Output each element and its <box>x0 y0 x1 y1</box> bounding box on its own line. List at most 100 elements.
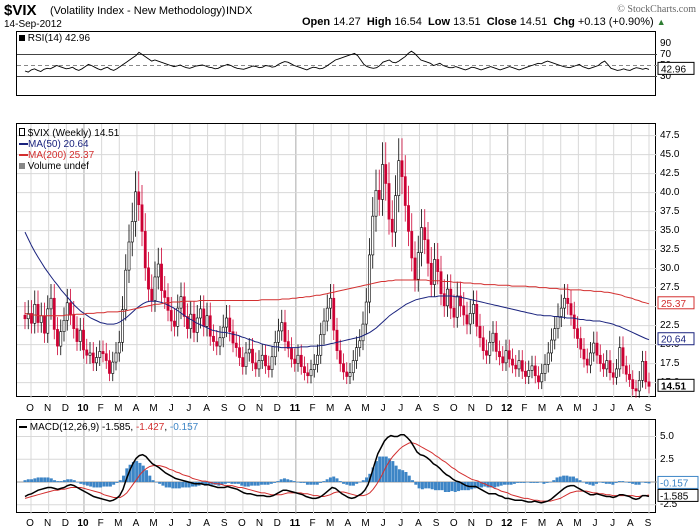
y-tick-label: 90 <box>660 38 672 49</box>
x-tick-label: N <box>256 403 263 414</box>
x-tick-label: 11 <box>290 403 301 414</box>
candle-body <box>98 351 102 358</box>
macd-histogram-bar <box>594 482 598 484</box>
macd-histogram-bar <box>105 482 109 487</box>
candle-body <box>553 328 557 341</box>
macd-histogram-bar <box>145 470 149 482</box>
candle-body <box>478 326 482 339</box>
macd-histogram-bar <box>355 482 359 484</box>
ma50-value-tag-box <box>657 332 695 346</box>
x-tick-label: O <box>450 518 458 529</box>
macd-histogram-bar <box>171 482 175 489</box>
macd-histogram-bar <box>614 482 618 483</box>
candle-body <box>605 360 609 370</box>
candle-body <box>23 314 27 320</box>
macd-histogram-bar <box>499 482 503 486</box>
candle-body <box>621 347 625 367</box>
candle-body <box>423 227 427 241</box>
x-tick-label: D <box>274 403 281 414</box>
candle-body <box>46 308 50 334</box>
candle-body <box>267 365 271 370</box>
macd-histogram-bar <box>545 482 549 483</box>
x-tick-label: S <box>645 403 652 414</box>
y-tick-label: 37.5 <box>660 206 680 217</box>
candle-body <box>316 354 319 365</box>
macd-histogram-bar <box>131 462 135 482</box>
x-tick-label: S <box>221 518 228 529</box>
x-tick-label: M <box>361 403 369 414</box>
macd-histogram-bar <box>562 475 566 482</box>
candle-body <box>296 354 300 364</box>
candle-body <box>410 231 414 259</box>
candle-body <box>524 370 527 377</box>
candle-body <box>241 357 245 367</box>
macd-histogram-bar <box>115 482 119 483</box>
macd-x-axis: O N D 10 F M A M J J A S O N D 11 F M A M J J A S O N D 12 F M A M J J A S <box>26 518 652 529</box>
candle-body <box>579 338 583 350</box>
macd-histogram-bar <box>506 482 510 485</box>
candle-body <box>290 348 293 360</box>
macd-histogram-bar <box>108 482 112 487</box>
candle-body <box>176 307 180 327</box>
x-tick-label: O <box>450 403 458 414</box>
candle-body <box>26 313 30 320</box>
macd-histogram-bar <box>631 482 635 484</box>
macd-histogram-bar <box>309 482 313 485</box>
candle-body <box>212 335 215 342</box>
x-tick-label: A <box>133 518 140 529</box>
macd-histogram-bar <box>493 482 497 488</box>
macd-histogram-bar <box>164 482 168 488</box>
x-tick-label: A <box>556 518 563 529</box>
candle-body <box>117 342 121 354</box>
candle-body <box>556 316 560 329</box>
last-price-tag-box <box>657 378 695 392</box>
x-tick-label: A <box>133 403 140 414</box>
up-arrow-icon: ▲ <box>656 17 666 27</box>
x-tick-label: D <box>62 518 69 529</box>
candle-body <box>641 361 644 381</box>
macd-histogram-bar <box>502 482 506 485</box>
candle-body <box>95 357 98 364</box>
y-tick-label: 47.5 <box>660 130 680 141</box>
x-tick-label: A <box>344 403 351 414</box>
candle-body <box>257 360 261 370</box>
macd-histogram-bar <box>230 482 234 484</box>
x-tick-label: J <box>593 403 598 414</box>
candle-body <box>494 332 498 352</box>
macd-histogram-bar <box>345 482 349 485</box>
candle-body <box>634 388 638 392</box>
x-tick-label: M <box>149 403 157 414</box>
macd-histogram-bar <box>95 482 99 488</box>
y-tick-label: 35.0 <box>660 225 680 236</box>
macd-histogram-bar <box>338 481 342 482</box>
macd-plot <box>17 420 657 514</box>
candle-body <box>485 350 488 356</box>
candle-body <box>39 315 43 323</box>
macd-histogram-bar <box>319 482 323 483</box>
macd-histogram-bar <box>535 482 539 483</box>
high-label: High <box>366 16 392 28</box>
x-tick-label: A <box>344 518 351 529</box>
candle-body <box>384 164 388 184</box>
candle-body <box>182 296 186 317</box>
x-tick-label: M <box>114 518 122 529</box>
candle-body <box>361 323 365 342</box>
candle-body <box>364 301 368 325</box>
candle-body <box>442 293 446 307</box>
macd-histogram-bar <box>447 482 451 492</box>
x-tick-label: F <box>521 518 527 529</box>
candle-body <box>169 310 173 322</box>
candle-body <box>481 337 485 351</box>
candle-body <box>566 297 570 304</box>
macd-histogram-bar <box>168 482 172 488</box>
x-tick-label: J <box>398 403 403 414</box>
macd-histogram-bar <box>53 480 57 482</box>
macd-histogram-bar <box>207 482 211 485</box>
macd-histogram-bar <box>118 480 122 482</box>
macd-histogram-bar <box>59 481 63 482</box>
macd-histogram-bar <box>512 482 516 484</box>
ma200-value-tag-box <box>657 296 695 310</box>
x-tick-label: J <box>186 403 191 414</box>
candle-body <box>647 381 651 387</box>
macd-histogram-bar <box>371 467 375 482</box>
